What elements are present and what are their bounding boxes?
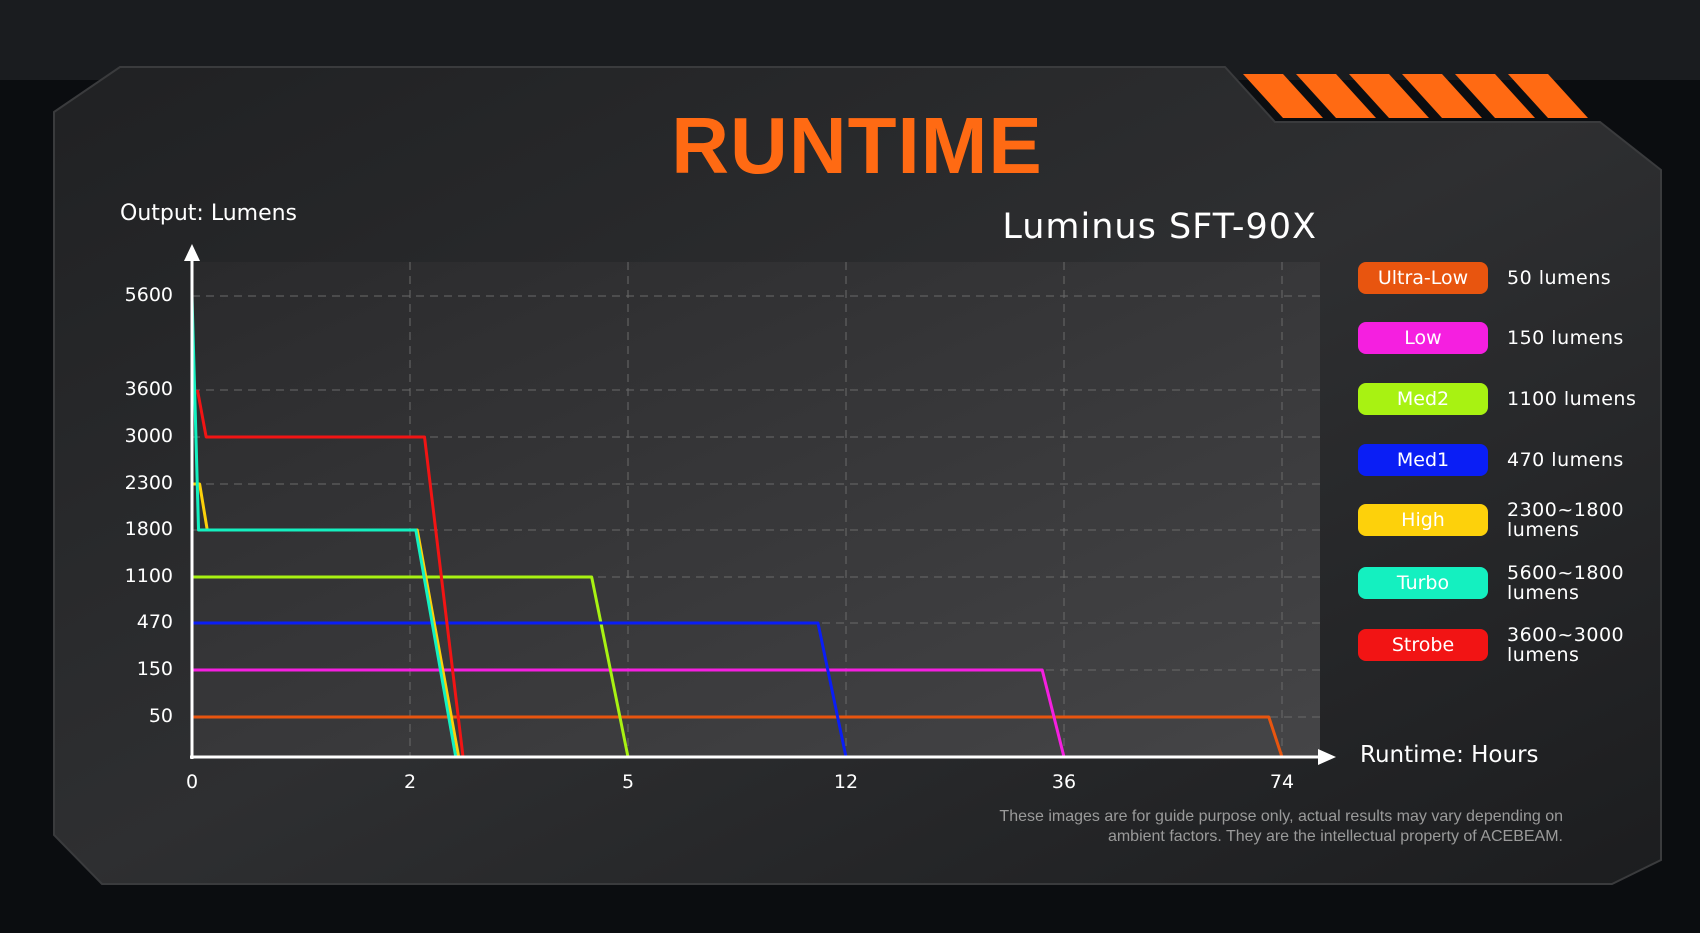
- legend-description-line: 5600~1800: [1507, 562, 1625, 584]
- legend-pill-strobe: Strobe: [1358, 629, 1488, 661]
- legend-description-line: 470 lumens: [1507, 449, 1624, 471]
- y-tick-label: 150: [136, 658, 173, 680]
- disclaimer-line: These images are for guide purpose only,…: [999, 808, 1563, 825]
- x-axis-label: Runtime: Hours: [1360, 742, 1539, 768]
- legend-description: 50 lumens: [1507, 268, 1611, 288]
- y-tick-label: 1800: [124, 518, 173, 540]
- series-line-turbo: [190, 295, 458, 758]
- legend-pill-ultra-low: Ultra-Low: [1358, 262, 1488, 294]
- y-tick-label: 470: [136, 611, 173, 633]
- page-title: RUNTIME: [671, 101, 1043, 190]
- y-tick-label: 50: [148, 705, 173, 727]
- legend-description: 5600~1800 lumens: [1507, 563, 1624, 603]
- x-tick-label: 36: [1051, 771, 1077, 793]
- x-tick-label: 12: [833, 771, 859, 793]
- x-tick-label: 0: [185, 771, 199, 793]
- y-tick-label: 2300: [124, 472, 173, 494]
- legend-description: 2300~1800 lumens: [1507, 500, 1624, 540]
- y-tick-label: 5600: [124, 284, 173, 306]
- legend-description: 470 lumens: [1507, 450, 1624, 470]
- y-tick-label: 1100: [124, 565, 173, 587]
- legend-description: 150 lumens: [1507, 328, 1624, 348]
- series-line-med2: [192, 575, 630, 758]
- legend-description: 1100 lumens: [1507, 389, 1636, 409]
- legend-pill-med2: Med2: [1358, 383, 1488, 415]
- plot-area: [184, 244, 1336, 765]
- legend-pill-turbo: Turbo: [1358, 567, 1488, 599]
- legend-description: 3600~3000 lumens: [1507, 625, 1624, 665]
- legend-description-line: 1100 lumens: [1507, 388, 1637, 410]
- series-line-strobe: [195, 389, 465, 758]
- legend-description-line: lumens: [1507, 519, 1580, 541]
- orange-stripes: [1243, 74, 1588, 118]
- y-tick-label: 3600: [124, 378, 173, 400]
- legend-description-line: lumens: [1507, 582, 1580, 604]
- y-axis-arrow-icon: [184, 244, 200, 261]
- series-line-ultra-low: [192, 715, 1284, 758]
- legend-description-line: 50 lumens: [1507, 267, 1612, 289]
- disclaimer: These images are for guide purpose only,…: [863, 807, 1563, 847]
- series-line-low: [192, 668, 1066, 758]
- y-axis-label: Output: Lumens: [120, 201, 298, 226]
- legend-description-line: lumens: [1507, 644, 1580, 666]
- legend-description-line: 150 lumens: [1507, 327, 1624, 349]
- x-tick-label: 74: [1269, 771, 1295, 793]
- legend-pill-high: High: [1358, 504, 1488, 536]
- chart-title: Luminus SFT-90X: [1002, 207, 1317, 247]
- series-line-med1: [192, 621, 848, 758]
- legend-pill-med1: Med1: [1358, 444, 1488, 476]
- legend-description-line: 3600~3000: [1507, 624, 1625, 646]
- x-tick-label: 2: [403, 771, 417, 793]
- x-axis-arrow-icon: [1318, 749, 1336, 765]
- legend-pill-low: Low: [1358, 322, 1488, 354]
- disclaimer-line: ambient factors. They are the intellectu…: [1107, 828, 1563, 845]
- legend-description-line: 2300~1800: [1507, 499, 1625, 521]
- y-tick-label: 3000: [124, 425, 173, 447]
- x-tick-label: 5: [621, 771, 635, 793]
